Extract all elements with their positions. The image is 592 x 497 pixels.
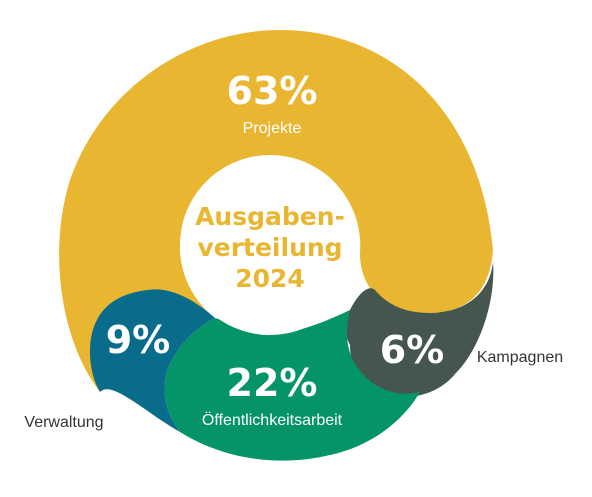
slice-kampagnen	[345, 262, 494, 398]
category-label-oeffentlichkeitsarbeit: Öffentlichkeitsarbeit	[202, 411, 343, 429]
title-line-1: Ausgaben-	[195, 202, 345, 231]
value-label-kampagnen: 6%	[380, 328, 445, 372]
center-title: Ausgaben- verteilung 2024	[195, 202, 345, 293]
title-line-2: verteilung	[197, 233, 342, 262]
slice-verwaltung	[89, 289, 215, 432]
category-label-kampagnen: Kampagnen	[477, 349, 563, 366]
slice-shapes	[59, 30, 494, 461]
category-label-projekte: Projekte	[243, 120, 302, 137]
center-hole	[180, 155, 360, 335]
category-label-verwaltung: Verwaltung	[24, 414, 103, 431]
value-label-verwaltung: 9%	[106, 318, 171, 362]
value-label-oeffentlichkeitsarbeit: 22%	[227, 361, 318, 405]
slice-oeffentlichkeitsarbeit	[164, 310, 420, 461]
title-line-3: 2024	[235, 264, 305, 293]
value-label-projekte: 63%	[227, 69, 318, 113]
